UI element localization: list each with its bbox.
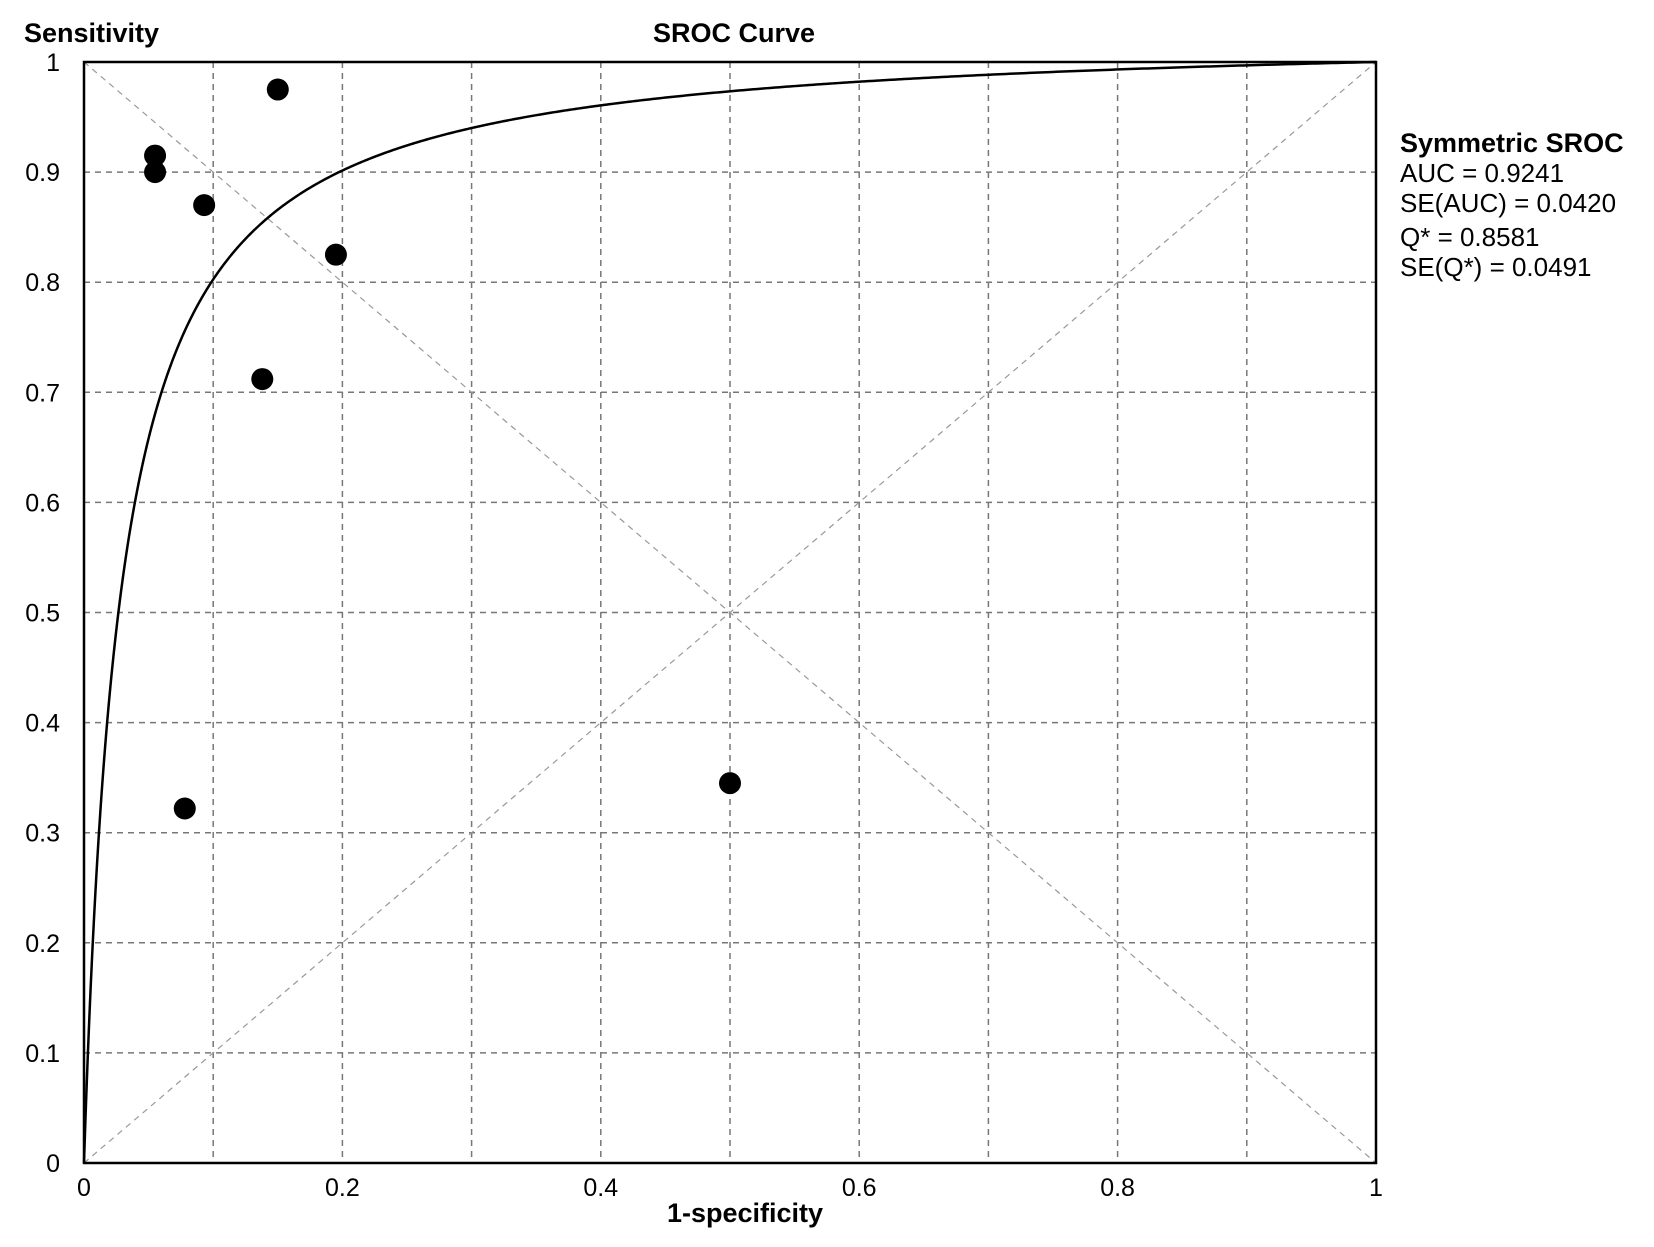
legend-title: Symmetric SROC: [1400, 128, 1624, 158]
y-tick-label: 0.5: [25, 600, 60, 628]
x-axis-label: 1-specificity: [667, 1198, 823, 1228]
data-point: [251, 368, 274, 391]
study-points: [144, 78, 741, 820]
x-tick-label: 0.2: [325, 1174, 360, 1202]
legend-q-star: Q* = 0.8581: [1400, 222, 1540, 252]
legend-auc: AUC = 0.9241: [1400, 158, 1564, 188]
q-star-diagonal: [83, 61, 1377, 1164]
data-point: [144, 161, 167, 184]
x-tick-label: 0: [77, 1174, 91, 1202]
y-tick-label: 0.1: [25, 1040, 60, 1068]
legend-se-auc: SE(AUC) = 0.0420: [1400, 188, 1616, 218]
y-tick-label: 0.6: [25, 489, 60, 517]
reference-diagonals: [83, 61, 1377, 1164]
data-point: [173, 797, 196, 820]
data-point: [266, 78, 289, 101]
y-tick-label: 0.4: [25, 710, 60, 738]
chart-title: SROC Curve: [653, 18, 815, 48]
y-tick-label: 0.8: [25, 269, 60, 297]
plot-frame: [82, 60, 1378, 1165]
y-tick-label: 0.2: [25, 930, 60, 958]
x-tick-label: 0.4: [583, 1174, 618, 1202]
data-point: [324, 243, 347, 266]
y-tick-label: 0: [46, 1150, 60, 1178]
x-tick-labels: 0 0.2 0.4 0.6 0.8 1: [77, 1174, 1383, 1202]
y-tick-label: 1: [46, 49, 60, 77]
y-tick-labels: 0 0.1 0.2 0.3 0.4 0.5 0.6 0.7 0.8 0.9 1: [25, 49, 60, 1178]
y-tick-label: 0.3: [25, 820, 60, 848]
sroc-curve: [82, 60, 1377, 1164]
data-point: [144, 144, 167, 167]
grid: [84, 62, 1376, 1163]
y-tick-label: 0.7: [25, 379, 60, 407]
legend-se-q-star: SE(Q*) = 0.0491: [1400, 252, 1592, 282]
y-axis-label: Sensitivity: [24, 18, 159, 48]
legend: Symmetric SROC AUC = 0.9241 SE(AUC) = 0.…: [1400, 128, 1624, 282]
data-point: [719, 772, 741, 795]
x-tick-label: 1: [1369, 1174, 1383, 1202]
x-tick-label: 0.6: [842, 1174, 877, 1202]
data-point: [193, 194, 216, 217]
x-tick-label: 0.8: [1100, 1174, 1135, 1202]
y-tick-label: 0.9: [25, 159, 60, 187]
